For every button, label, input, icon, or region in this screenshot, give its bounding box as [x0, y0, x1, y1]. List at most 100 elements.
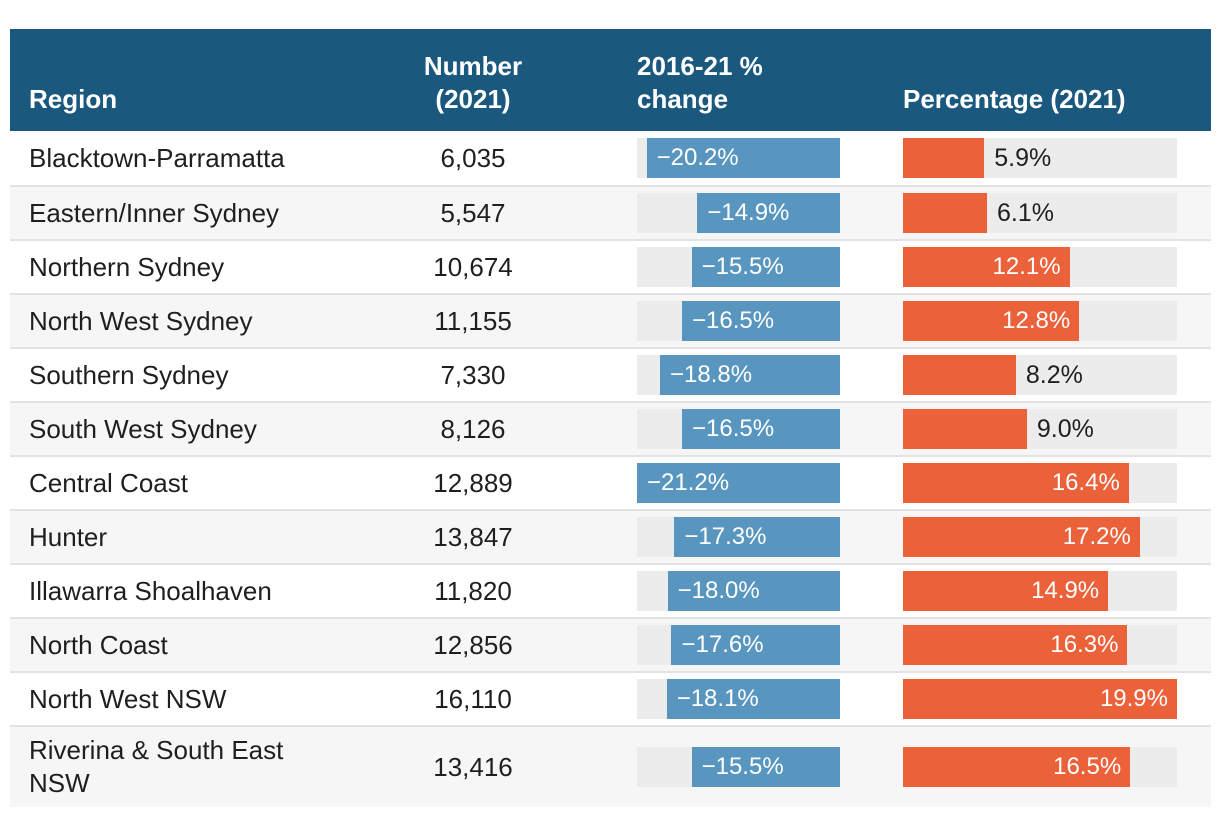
change-bar-track: −18.8% — [637, 355, 840, 395]
region-cell: Blacktown-Parramatta — [10, 142, 360, 175]
change-cell: −15.5% — [586, 747, 890, 787]
number-value: 12,889 — [433, 467, 513, 498]
percentage-cell: 8.2% — [890, 355, 1211, 395]
change-bar: −18.8% — [659, 355, 840, 395]
change-bar: −16.5% — [682, 301, 840, 341]
change-value-label: −21.2% — [647, 469, 730, 496]
number-cell: 13,847 — [360, 522, 586, 553]
percentage-bar — [903, 409, 1027, 449]
region-name: Illawarra Shoalhaven — [29, 575, 272, 606]
percentage-cell: 12.1% — [890, 247, 1211, 287]
percentage-bar: 12.8% — [903, 301, 1080, 341]
percentage-bar: 14.9% — [903, 571, 1109, 611]
number-value: 5,547 — [440, 197, 506, 228]
percentage-value-label: 8.2% — [1025, 361, 1083, 389]
region-cell: Southern Sydney — [10, 359, 360, 392]
change-value-label: −15.5% — [701, 753, 784, 780]
percentage-bar — [903, 138, 985, 178]
percentage-bar — [903, 193, 987, 233]
table-body: Blacktown-Parramatta 6,035 −20.2% 5.9% E… — [10, 131, 1211, 807]
percentage-cell: 9.0% — [890, 409, 1211, 449]
number-cell: 5,547 — [360, 198, 586, 229]
change-bar-track: −21.2% — [637, 463, 840, 503]
number-value: 10,674 — [433, 251, 513, 282]
change-cell: −18.1% — [586, 679, 890, 719]
change-bar: −18.0% — [667, 571, 840, 611]
percentage-bar-track: 16.4% — [903, 463, 1177, 503]
table-row: Illawarra Shoalhaven 11,820 −18.0% 14.9% — [10, 563, 1211, 617]
column-header-region-label: Region — [29, 84, 118, 114]
change-bar-track: −17.3% — [637, 517, 840, 557]
table-row: North Coast 12,856 −17.6% 16.3% — [10, 617, 1211, 671]
percentage-value-label: 5.9% — [994, 144, 1052, 172]
percentage-value-label: 16.4% — [1051, 469, 1120, 496]
column-header-percentage-label: Percentage (2021) — [903, 84, 1126, 114]
region-name: North West Sydney — [29, 305, 253, 336]
change-value-label: −20.2% — [656, 144, 739, 171]
region-cell: Northern Sydney — [10, 251, 360, 284]
percentage-cell: 6.1% — [890, 193, 1211, 233]
percentage-cell: 16.5% — [890, 747, 1211, 787]
change-bar: −17.3% — [674, 517, 840, 557]
change-cell: −15.5% — [586, 247, 890, 287]
percentage-bar-track: 17.2% — [903, 517, 1177, 557]
table-row: Riverina & South East NSW 13,416 −15.5% … — [10, 725, 1211, 807]
percentage-bar-track: 14.9% — [903, 571, 1177, 611]
table-row: Hunter 13,847 −17.3% 17.2% — [10, 509, 1211, 563]
change-bar: −16.5% — [682, 409, 840, 449]
number-value: 13,416 — [433, 751, 513, 782]
number-value: 13,847 — [433, 521, 513, 552]
region-cell: Eastern/Inner Sydney — [10, 197, 360, 230]
percentage-bar — [903, 355, 1016, 395]
table-row: South West Sydney 8,126 −16.5% 9.0% — [10, 401, 1211, 455]
percentage-value-label: 16.5% — [1053, 753, 1122, 780]
regions-table: Region Number (2021) 2016-21 % change Pe… — [10, 29, 1211, 807]
table-row: North West Sydney 11,155 −16.5% 12.8% — [10, 293, 1211, 347]
change-cell: −18.0% — [586, 571, 890, 611]
change-cell: −16.5% — [586, 409, 890, 449]
change-cell: −14.9% — [586, 193, 890, 233]
change-value-label: −16.5% — [692, 415, 775, 442]
change-value-label: −17.3% — [684, 523, 767, 550]
region-cell: Hunter — [10, 521, 360, 554]
change-bar-track: −15.5% — [637, 247, 840, 287]
number-cell: 16,110 — [360, 684, 586, 715]
change-bar-track: −20.2% — [637, 138, 840, 178]
percentage-value-label: 14.9% — [1031, 577, 1100, 604]
region-cell: Illawarra Shoalhaven — [10, 575, 360, 608]
percentage-bar-track: 12.8% — [903, 301, 1177, 341]
percentage-cell: 16.4% — [890, 463, 1211, 503]
percentage-bar: 16.3% — [903, 625, 1128, 665]
percentage-value-label: 19.9% — [1099, 685, 1168, 712]
change-value-label: −17.6% — [681, 631, 764, 658]
change-bar: −17.6% — [671, 625, 840, 665]
number-value: 6,035 — [440, 142, 506, 173]
table-row: Central Coast 12,889 −21.2% 16.4% — [10, 455, 1211, 509]
percentage-bar: 17.2% — [903, 517, 1140, 557]
change-bar-track: −17.6% — [637, 625, 840, 665]
number-cell: 12,889 — [360, 468, 586, 499]
change-value-label: −18.0% — [677, 577, 760, 604]
table-row: Eastern/Inner Sydney 5,547 −14.9% 6.1% — [10, 185, 1211, 239]
number-value: 11,820 — [434, 575, 512, 606]
region-cell: North Coast — [10, 629, 360, 662]
region-name: North West NSW — [29, 683, 227, 714]
change-bar: −14.9% — [697, 193, 840, 233]
number-cell: 12,856 — [360, 630, 586, 661]
region-cell: North West NSW — [10, 683, 360, 716]
column-header-region: Region — [10, 83, 360, 116]
column-header-number: Number (2021) — [360, 50, 586, 116]
region-name: Riverina & South East NSW — [29, 735, 284, 798]
number-cell: 11,820 — [360, 576, 586, 607]
percentage-cell: 12.8% — [890, 301, 1211, 341]
number-cell: 10,674 — [360, 252, 586, 283]
change-value-label: −15.5% — [701, 253, 784, 280]
percentage-bar-track: 6.1% — [903, 193, 1177, 233]
region-name: South West Sydney — [29, 413, 257, 444]
number-cell: 13,416 — [360, 752, 586, 783]
percentage-bar: 16.4% — [903, 463, 1129, 503]
change-value-label: −14.9% — [707, 199, 790, 226]
column-header-change-label: 2016-21 % change — [637, 51, 763, 114]
percentage-bar-track: 12.1% — [903, 247, 1177, 287]
region-name: Central Coast — [29, 467, 188, 498]
